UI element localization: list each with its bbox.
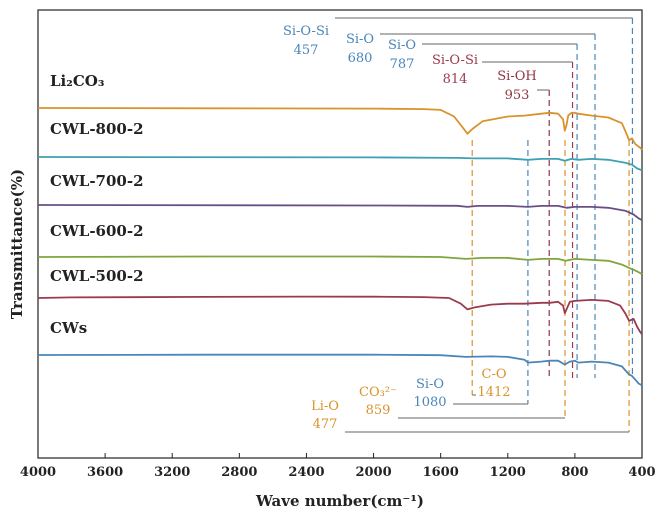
x-axis-label: Wave number(cm⁻¹)	[255, 492, 424, 510]
x-tick-label: 4000	[20, 465, 56, 480]
x-tick-label: 2000	[355, 465, 391, 480]
annotation-value: 680	[348, 51, 373, 66]
series-label: CWL-600-2	[50, 222, 144, 240]
series-label: CWL-800-2	[50, 120, 144, 138]
series-line	[37, 107, 643, 151]
series-line	[37, 295, 643, 335]
annotation-value: 859	[366, 403, 391, 418]
x-tick-label: 2400	[288, 465, 324, 480]
top-annotations: Si-O-Si 457 Si-O 680 Si-O 787 Si-O-Si 814 Si-OH 9…	[283, 17, 633, 103]
series-label: CWL-500-2	[50, 267, 144, 285]
annotation-name: Si-O-Si	[432, 53, 478, 68]
x-tick-label: 800	[561, 465, 588, 480]
annotation-value: 953	[505, 88, 530, 103]
plot-border	[37, 9, 643, 459]
y-axis-label: Transmittance(%)	[8, 169, 26, 319]
annotation-value: 1412	[477, 385, 510, 400]
x-tick-label: 3200	[154, 465, 190, 480]
series-label: CWs	[50, 319, 87, 337]
bottom-annotations: C-O 1412 Si-O 1080 CO₃²⁻ 859 Li-O 477	[311, 367, 630, 433]
x-tick-label: 3600	[87, 465, 123, 480]
series-line	[37, 156, 643, 172]
plot-frame	[37, 9, 643, 459]
annotation-name: Si-O	[388, 38, 416, 53]
annotation-name: Li-O	[311, 399, 339, 414]
annotation-value: 787	[390, 57, 415, 72]
series-labels: Li₂CO₃ CWL-800-2 CWL-700-2 CWL-600-2 CWL-500…	[50, 72, 144, 337]
annotation-name: Si-O-Si	[283, 24, 329, 39]
annotation-name: Si-OH	[497, 69, 536, 84]
annotation-value: 1080	[413, 395, 446, 410]
guide-lines	[471, 18, 634, 432]
annotation-value: 457	[294, 43, 319, 58]
annotation-value: 477	[313, 417, 338, 432]
series-line	[37, 204, 643, 221]
x-tick-label: 1200	[490, 465, 526, 480]
series-group	[37, 107, 643, 387]
annotation-name: Si-O	[346, 32, 374, 47]
x-tick-label: 400	[628, 465, 655, 480]
x-tick-label: 1600	[423, 465, 459, 480]
series-label: CWL-700-2	[50, 172, 144, 190]
series-label: Li₂CO₃	[50, 72, 104, 90]
x-axis-ticks: 4000 3600 3200 2800 2400 2000 1600 1200 800 400	[20, 453, 656, 480]
x-tick-label: 2800	[221, 465, 257, 480]
series-line	[37, 255, 643, 275]
series-line	[37, 353, 643, 387]
annotation-value: 814	[443, 72, 468, 87]
annotation-name: C-O	[482, 367, 507, 382]
annotation-name: Si-O	[416, 377, 444, 392]
annotation-name: CO₃²⁻	[359, 385, 397, 400]
